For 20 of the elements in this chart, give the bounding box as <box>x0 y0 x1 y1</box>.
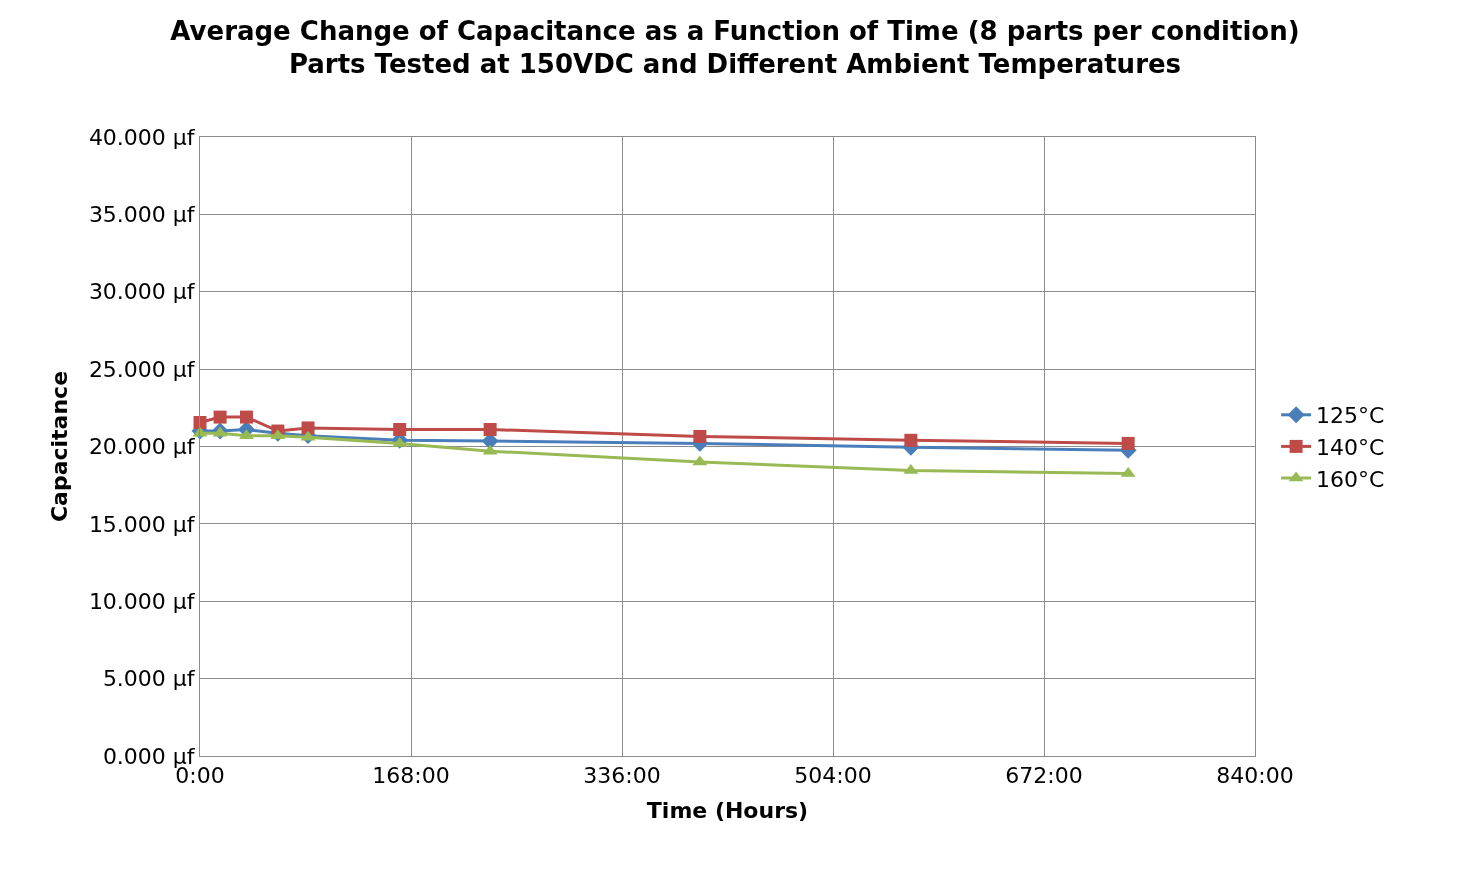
y-tick-label: 35.000 µf <box>88 202 196 228</box>
y-tick-label: 25.000 µf <box>88 356 196 382</box>
legend-label: 160°C <box>1316 466 1385 492</box>
y-tick-label: 40.000 µf <box>88 124 196 150</box>
legend-label: 140°C <box>1316 434 1385 460</box>
x-tick-label: 672:00 <box>1005 763 1083 789</box>
x-tick-label: 840:00 <box>1216 763 1294 789</box>
y-tick-label: 5.000 µf <box>102 666 196 692</box>
x-tick-label: 336:00 <box>583 763 661 789</box>
y-tick-label: 20.000 µf <box>88 434 196 460</box>
y-tick-label: 30.000 µf <box>88 279 196 305</box>
legend-label: 125°C <box>1316 403 1385 429</box>
y-axis-title: Capacitance <box>46 370 72 523</box>
x-tick-label: 504:00 <box>794 763 872 789</box>
x-tick-label: 168:00 <box>372 763 450 789</box>
y-tick-label: 15.000 µf <box>88 511 196 537</box>
x-axis-title: Time (Hours) <box>646 798 809 824</box>
y-tick-label: 10.000 µf <box>88 588 196 614</box>
chart-title: Average Change of Capacitance as a Function of Time (8 parts per condition) <box>170 15 1300 46</box>
chart-subtitle: Parts Tested at 150VDC and Different Ambient Temperatures <box>288 49 1182 80</box>
